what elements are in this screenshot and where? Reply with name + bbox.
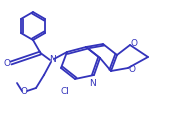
Text: O: O bbox=[3, 59, 10, 69]
Text: O: O bbox=[21, 88, 27, 97]
Text: N: N bbox=[89, 78, 95, 88]
Text: O: O bbox=[130, 39, 137, 48]
Text: N: N bbox=[49, 56, 55, 64]
Text: Cl: Cl bbox=[61, 86, 69, 95]
Text: O: O bbox=[129, 66, 136, 75]
